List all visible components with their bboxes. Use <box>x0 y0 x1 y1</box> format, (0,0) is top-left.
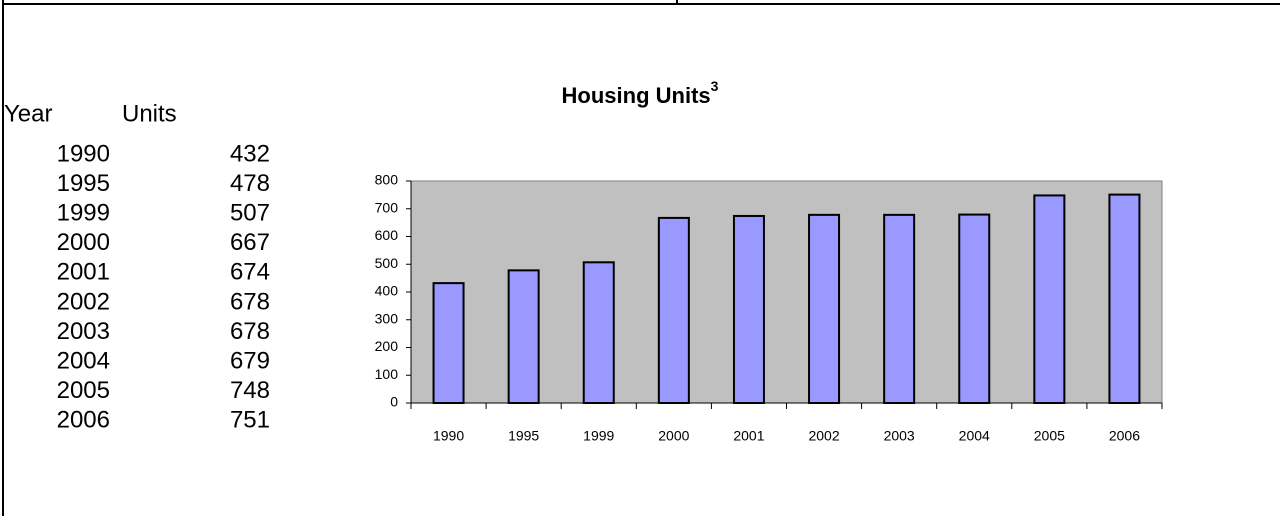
y-tick-label: 200 <box>375 338 399 354</box>
table-units: 678 <box>230 288 270 315</box>
y-tick-label: 800 <box>375 172 399 188</box>
x-tick-label: 2000 <box>658 428 689 444</box>
bar <box>1108 193 1141 404</box>
table-year: 2005 <box>57 377 110 404</box>
x-tick-label: 2006 <box>1109 428 1140 444</box>
bar <box>1033 194 1066 404</box>
x-tick-label: 2004 <box>959 428 990 444</box>
x-tick-label: 2005 <box>1034 428 1065 444</box>
table-units: 432 <box>230 140 270 167</box>
bar <box>808 213 841 404</box>
chart-title-main: Housing Units <box>562 83 711 108</box>
table-year: 2001 <box>57 259 110 286</box>
bar <box>958 213 991 404</box>
table-units: 748 <box>230 377 270 404</box>
table-year: 2003 <box>57 318 110 345</box>
table-units: 751 <box>230 407 270 434</box>
table-year: 1999 <box>57 200 110 227</box>
x-tick-label: 1995 <box>508 428 539 444</box>
table-year: 2004 <box>57 348 110 375</box>
bar <box>883 213 916 404</box>
x-tick-label: 2003 <box>884 428 915 444</box>
table-units: 478 <box>230 170 270 197</box>
table-units: 507 <box>230 200 270 227</box>
table-year: 1990 <box>57 140 110 167</box>
bar <box>732 214 765 404</box>
table-year: 2006 <box>57 407 110 434</box>
table-year: 2002 <box>57 288 110 315</box>
table-year: 1995 <box>57 170 110 197</box>
x-tick-label: 2001 <box>733 428 764 444</box>
table-units: 679 <box>230 348 270 375</box>
table-units: 674 <box>230 259 270 286</box>
bar <box>507 269 540 405</box>
table-units: 667 <box>230 229 270 256</box>
y-tick-label: 700 <box>375 199 399 215</box>
y-tick-label: 100 <box>375 366 399 382</box>
table-header: Units <box>122 100 177 127</box>
x-tick-label: 1990 <box>433 428 464 444</box>
bar <box>432 282 465 404</box>
chart-title-superscript: 3 <box>711 78 719 94</box>
y-tick-label: 300 <box>375 310 399 326</box>
table-units: 678 <box>230 318 270 345</box>
x-tick-label: 2002 <box>808 428 839 444</box>
y-tick-label: 0 <box>390 394 398 410</box>
table-header: Year <box>4 100 53 127</box>
chart-title: Housing Units3 <box>562 78 719 108</box>
bar <box>582 261 615 404</box>
y-tick-label: 500 <box>375 255 399 271</box>
y-tick-label: 600 <box>375 227 399 243</box>
table-year: 2000 <box>57 229 110 256</box>
bar <box>657 216 690 404</box>
y-tick-label: 400 <box>375 283 399 299</box>
x-tick-label: 1999 <box>583 428 614 444</box>
